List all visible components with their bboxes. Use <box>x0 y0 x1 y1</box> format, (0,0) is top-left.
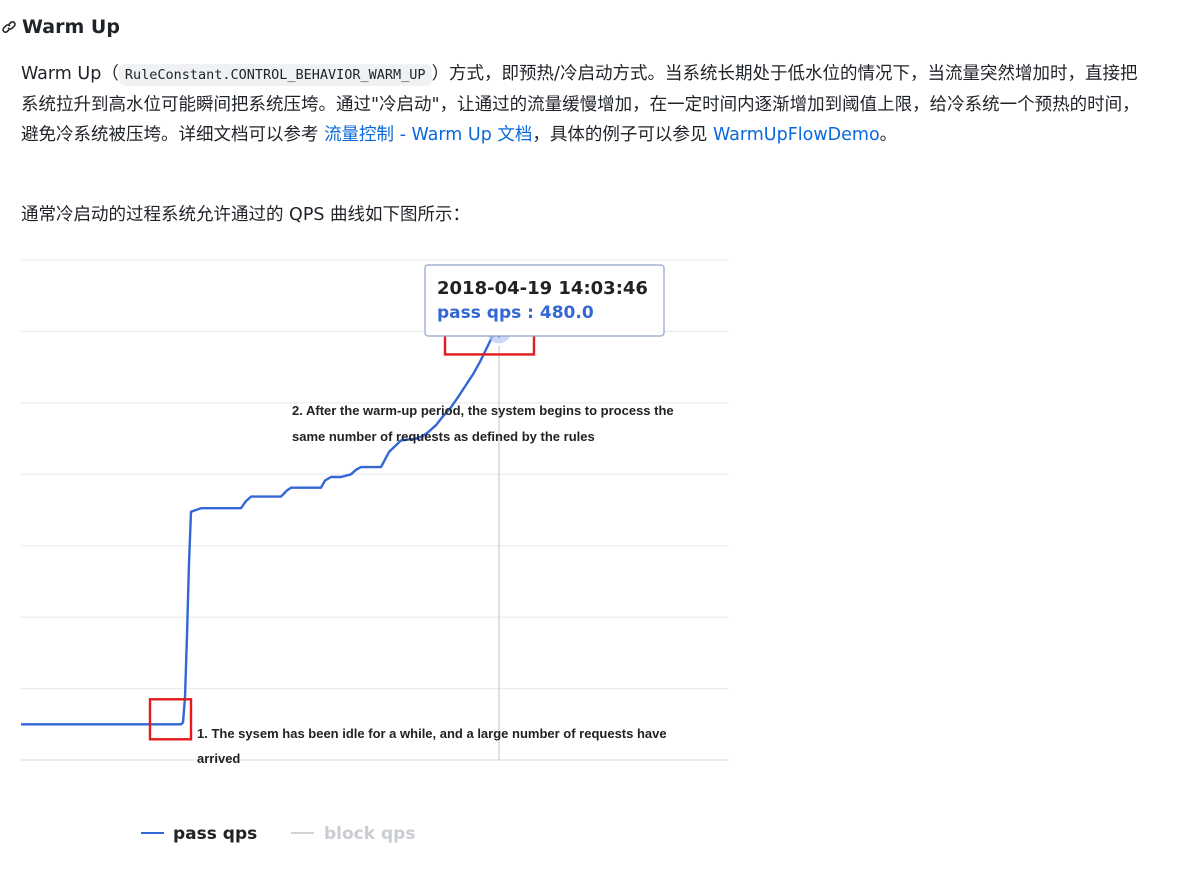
annotation-idle-line2: arrived <box>197 751 240 766</box>
paragraph-body: ）方式，即预热/冷启动方式。当系统长期处于低水位的情况下，当流量突然增加时，直接… <box>21 64 1140 145</box>
paragraph-between: ，具体的例子可以参见 <box>532 125 713 145</box>
chart-intro-paragraph: 通常冷启动的过程系统允许通过的 QPS 曲线如下图所示： <box>21 205 471 225</box>
annotation-warmup-line1: 2. After the warm-up period, the system … <box>292 403 674 418</box>
tooltip-date: 2018-04-19 14:03:46 <box>437 278 648 299</box>
section-heading: Warm Up <box>0 14 120 40</box>
paragraph-end: 。 <box>879 125 898 145</box>
tooltip-box <box>424 264 665 337</box>
tooltip: 2018-04-19 14:03:46 pass qps : 480.0 <box>424 264 665 337</box>
link-icon[interactable] <box>0 18 18 36</box>
warmup-demo-link[interactable]: WarmUpFlowDemo <box>712 125 880 145</box>
annotation-idle-line1: 1. The sysem has been idle for a while, … <box>197 726 667 741</box>
pass-qps-line <box>21 330 581 726</box>
annotation-warmup-line2: same number of requests as defined by th… <box>292 429 595 444</box>
legend: pass qps block qps <box>141 824 415 844</box>
idle-highlight-box <box>148 698 193 741</box>
inline-code: RuleConstant.CONTROL_BEHAVIOR_WARM_UP <box>118 64 432 86</box>
legend-pass-label[interactable]: pass qps <box>173 824 257 844</box>
paragraph-lead: Warm Up（ <box>21 64 119 84</box>
legend-block-label[interactable]: block qps <box>324 824 415 844</box>
tooltip-value: pass qps : 480.0 <box>437 303 594 323</box>
description-paragraph: Warm Up（ RuleConstant.CONTROL_BEHAVIOR_WA… <box>21 59 1151 150</box>
flow-control-doc-link[interactable]: 流量控制 - Warm Up 文档 <box>324 125 533 145</box>
section-title: Warm Up <box>22 16 120 38</box>
